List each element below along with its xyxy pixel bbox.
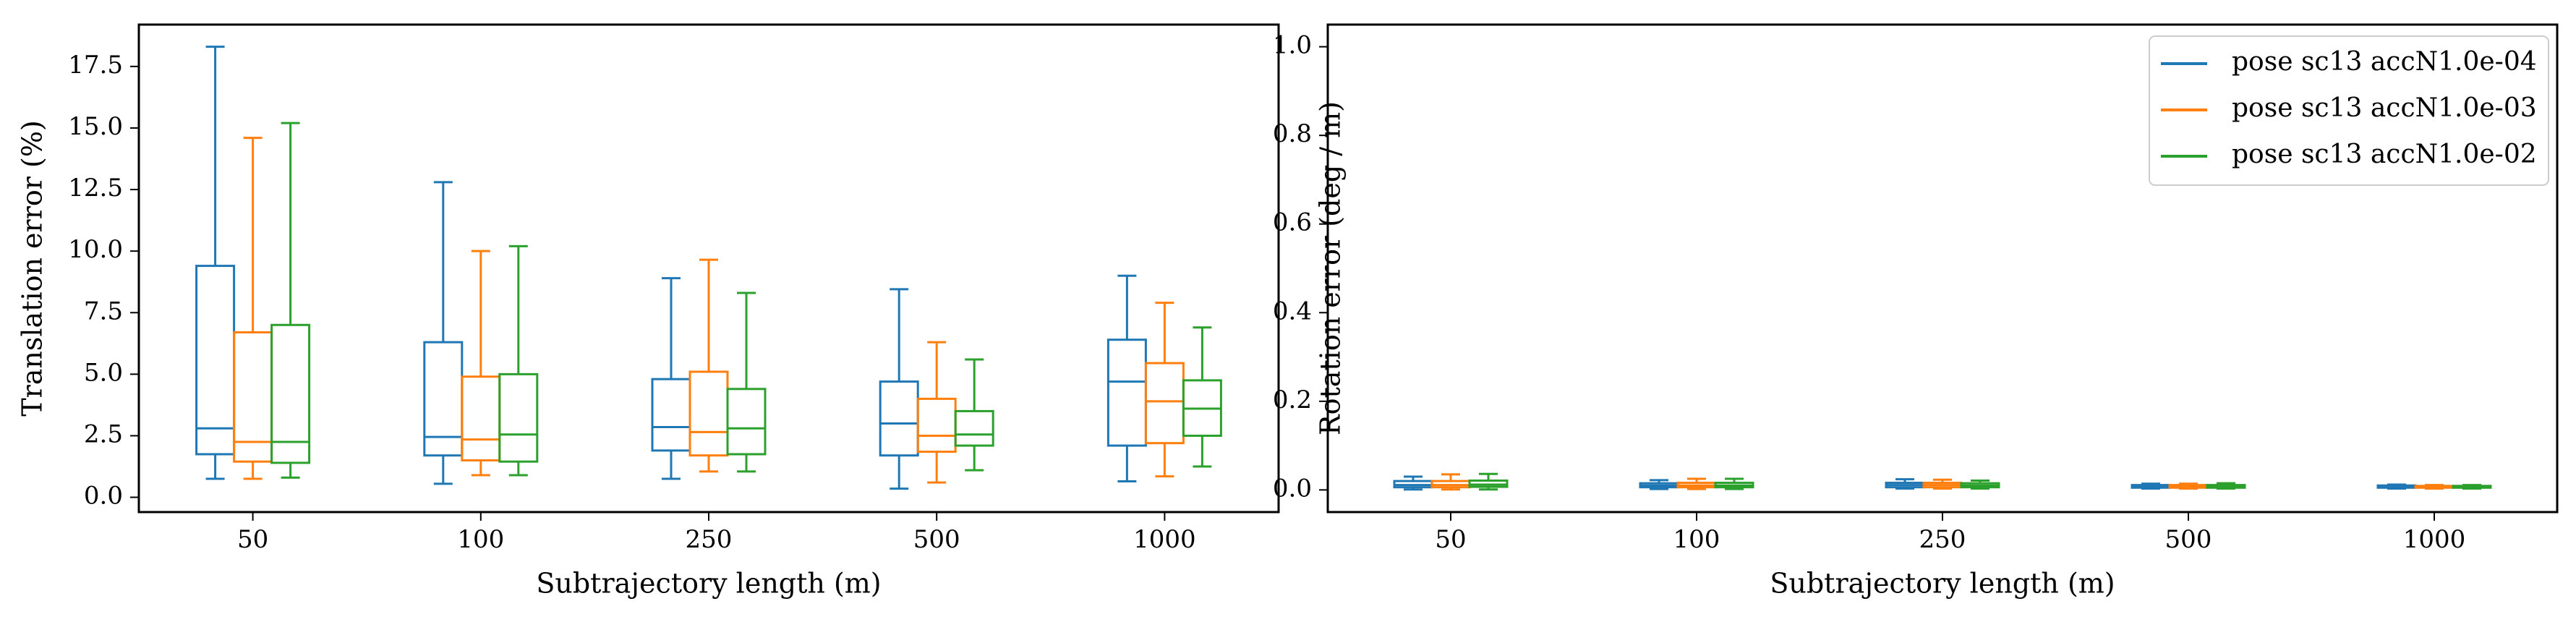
legend-label: pose sc13 accN1.0e-02 bbox=[2232, 140, 2537, 169]
box-plot bbox=[2168, 482, 2209, 490]
y-tick-label: 10.0 bbox=[68, 235, 123, 264]
y-tick-label: 0.0 bbox=[84, 482, 123, 511]
y-tick-label: 17.5 bbox=[68, 51, 123, 80]
legend: pose sc13 accN1.0e-04 pose sc13 accN1.0e… bbox=[2149, 35, 2549, 186]
y-tick-label: 0.4 bbox=[1273, 297, 1312, 325]
y-tick-label: 0.8 bbox=[1273, 119, 1312, 148]
x-tick-label: 50 bbox=[1435, 525, 1466, 554]
box-plot bbox=[1468, 472, 1509, 491]
y-tick-label: 12.5 bbox=[68, 174, 123, 203]
box-plot bbox=[1714, 477, 1754, 490]
y-tick-label: 7.5 bbox=[84, 297, 123, 325]
x-axis-label: Subtrajectory length (m) bbox=[1770, 568, 2115, 600]
y-tick-label: 1.0 bbox=[1273, 31, 1312, 60]
box-plot bbox=[2376, 483, 2417, 490]
x-tick-label: 250 bbox=[686, 525, 733, 554]
box bbox=[498, 372, 539, 463]
box-plot bbox=[2452, 484, 2492, 490]
x-tick-label: 100 bbox=[457, 525, 504, 554]
box bbox=[270, 323, 311, 464]
y-axis-label: Rotation error (deg / m) bbox=[1315, 101, 1347, 435]
legend-label: pose sc13 accN1.0e-04 bbox=[2232, 47, 2537, 77]
box-plot bbox=[688, 258, 729, 473]
box-plot bbox=[726, 291, 767, 473]
box-plot bbox=[2414, 484, 2455, 490]
y-tick-label: 0.6 bbox=[1273, 208, 1312, 237]
box-plot bbox=[270, 122, 311, 479]
box-plot bbox=[1182, 326, 1222, 468]
x-tick-label: 50 bbox=[237, 525, 268, 554]
box bbox=[954, 409, 994, 447]
y-tick-label: 0.2 bbox=[1273, 385, 1312, 414]
box-plot bbox=[498, 244, 539, 477]
box-plot bbox=[2206, 482, 2246, 490]
y-tick-label: 0.0 bbox=[1273, 474, 1312, 503]
box-plot bbox=[954, 358, 994, 472]
box-plot bbox=[2131, 482, 2171, 490]
box-plot bbox=[1960, 479, 2000, 490]
x-tick-label: 100 bbox=[1673, 525, 1720, 554]
x-tick-label: 1000 bbox=[1133, 525, 1196, 554]
y-tick-label: 2.5 bbox=[84, 419, 123, 448]
x-tick-label: 500 bbox=[2165, 525, 2212, 554]
x-tick-label: 500 bbox=[913, 525, 960, 554]
y-axis-label: Translation error (%) bbox=[17, 120, 48, 417]
translation-error-chart: 0.0 2.5 5.0 7.5 10.0 12.5 15.0 17.5 50 100 250 500 1… bbox=[17, 23, 1280, 600]
x-tick-label: 1000 bbox=[2403, 525, 2466, 554]
rotation-error-chart: 0.0 0.2 0.4 0.6 0.8 1.0 50 100 250 500 1000 Subtraj… bbox=[1273, 23, 2559, 600]
legend-entry: pose sc13 accN1.0e-04 bbox=[2161, 47, 2537, 77]
legend-entry: pose sc13 accN1.0e-03 bbox=[2161, 93, 2537, 123]
box-plot bbox=[1922, 478, 1963, 490]
legend-frame bbox=[2149, 35, 2549, 186]
x-tick-label: 250 bbox=[1919, 525, 1966, 554]
legend-entry: pose sc13 accN1.0e-02 bbox=[2161, 140, 2537, 169]
legend-label: pose sc13 accN1.0e-03 bbox=[2232, 93, 2537, 123]
y-tick-label: 5.0 bbox=[84, 358, 123, 387]
box bbox=[726, 388, 767, 456]
y-tick-label: 15.0 bbox=[68, 112, 123, 141]
x-axis-label: Subtrajectory length (m) bbox=[536, 568, 881, 600]
